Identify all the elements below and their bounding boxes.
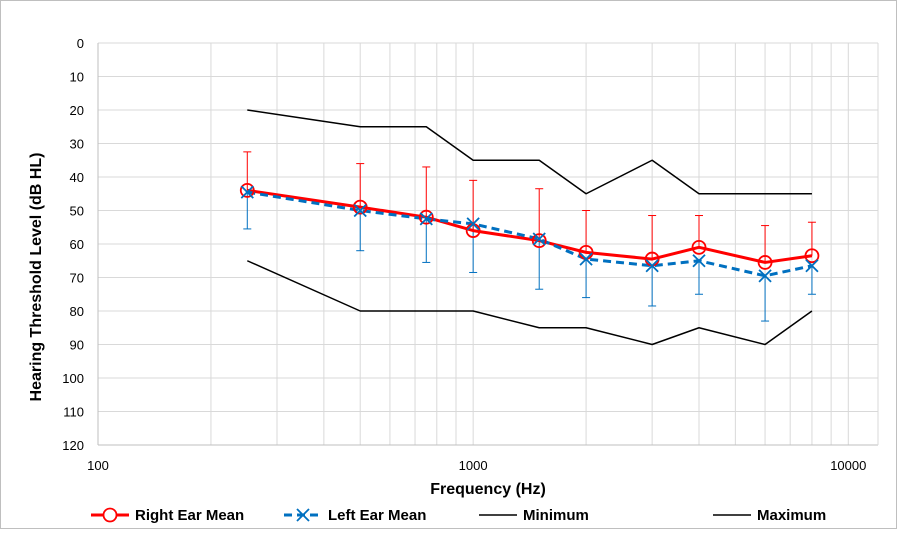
left-ear-point: [240, 185, 254, 199]
right-ear-mean-line: [247, 188, 813, 264]
left-ear-point: [532, 232, 546, 246]
left-ear-point: [692, 254, 706, 268]
y-tick-label: 90: [70, 338, 84, 353]
maximum-line: [246, 260, 813, 346]
right-ear-point: [757, 255, 773, 270]
left-ear-point: [419, 212, 433, 226]
left-ear-point: [579, 252, 593, 266]
legend: Right Ear Mean Left Ear Mean Minimum Maximu…: [91, 507, 826, 524]
legend-right-ear-mean-marker: [102, 507, 118, 523]
y-axis-title: Hearing Threshold Level (dB HL): [28, 153, 45, 402]
left-ear-point: [645, 259, 659, 273]
left-ear-mean-line: [247, 190, 813, 278]
right-ear-point: [691, 239, 707, 255]
x-tick-label: 10000: [830, 458, 866, 473]
gridlines: [97, 42, 878, 446]
y-tick-label: 0: [77, 36, 84, 51]
y-tick-label: 120: [62, 438, 84, 453]
right-ear-point: [804, 248, 820, 264]
axis-labels: Hearing Threshold Level (dB HL) Frequenc…: [28, 153, 546, 498]
y-tick-label: 80: [70, 304, 84, 319]
series: [239, 109, 820, 346]
right-ear-point: [531, 233, 547, 249]
x-axis-title: Frequency (Hz): [430, 481, 546, 498]
legend-left-ear-mean-label: Left Ear Mean: [328, 507, 426, 524]
legend-maximum-label: Maximum: [757, 507, 826, 524]
legend-left-ear-mean-marker: [296, 508, 310, 522]
left-ear-point: [466, 217, 480, 231]
right-ear-point: [239, 182, 255, 198]
y-tick-label: 10: [70, 70, 84, 85]
y-tick-label: 50: [70, 204, 84, 219]
x-tick-label: 100: [87, 458, 109, 473]
y-tick-label: 20: [70, 103, 84, 118]
y-tick-label: 70: [70, 271, 84, 286]
right-ear-point: [418, 209, 434, 225]
left-ear-point: [758, 269, 772, 283]
legend-minimum-label: Minimum: [523, 507, 589, 524]
y-tick-label: 40: [70, 170, 84, 185]
y-tick-label: 60: [70, 237, 84, 252]
right-ear-point: [352, 199, 368, 215]
y-tick-label: 110: [63, 405, 84, 420]
x-tick-label: 1000: [459, 458, 488, 473]
left-ear-point: [805, 259, 819, 273]
left-ear-point: [353, 203, 367, 218]
y-tick-label: 30: [70, 137, 84, 152]
minimum-line: [247, 109, 812, 195]
legend-right-ear-mean-label: Right Ear Mean: [135, 507, 244, 524]
y-tick-label: 100: [62, 371, 84, 386]
